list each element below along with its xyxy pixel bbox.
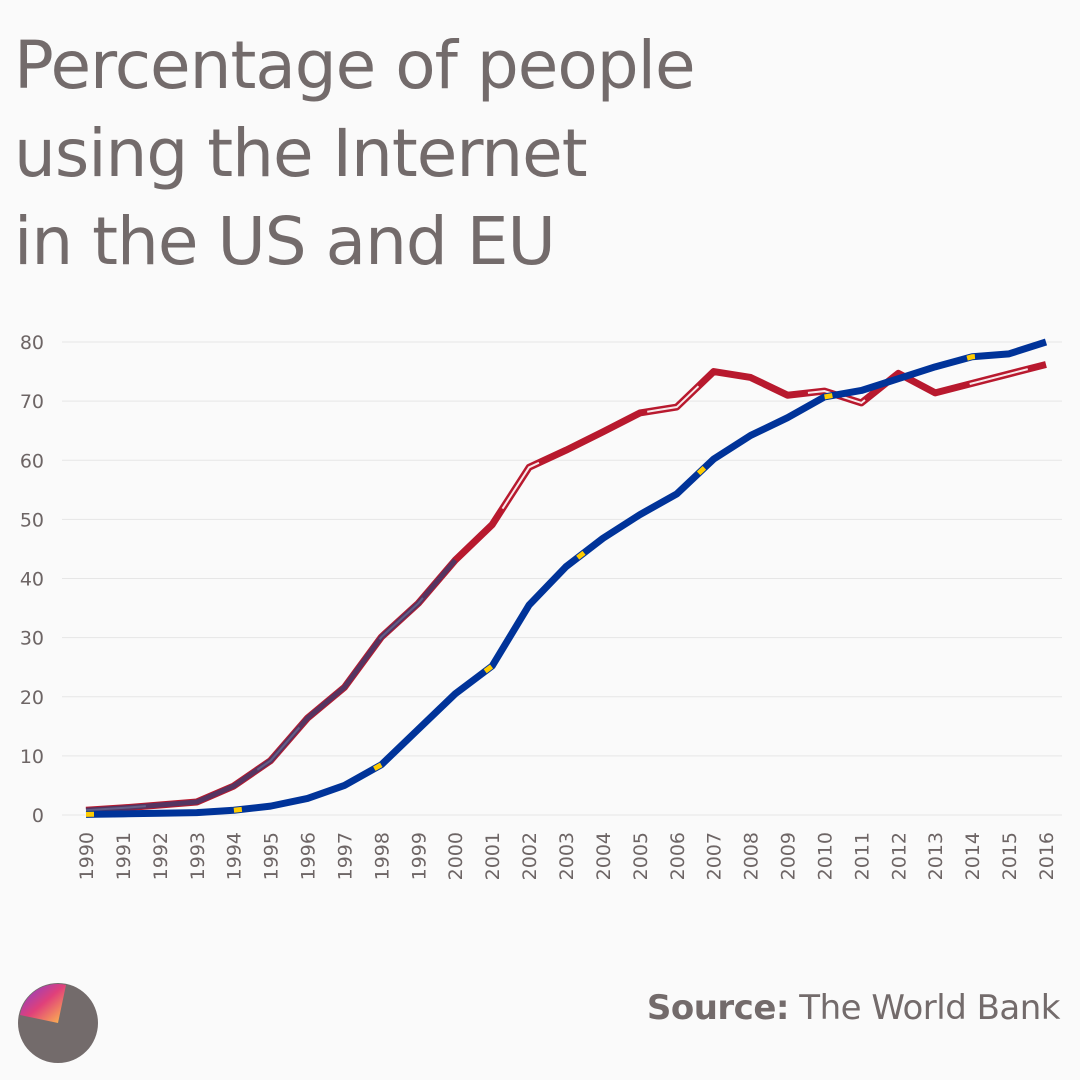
x-tick-label: 2006	[667, 832, 689, 880]
us-line	[85, 361, 1047, 814]
brand-logo	[18, 983, 98, 1063]
x-tick-label: 1998	[371, 832, 393, 880]
x-tick-label: 2000	[445, 832, 467, 880]
x-tick-label: 2010	[814, 832, 836, 880]
us-line-stripe	[85, 363, 1047, 812]
y-tick-label: 0	[32, 805, 44, 827]
source-label: Source:	[646, 988, 790, 1028]
x-tick-label: 2005	[630, 832, 652, 880]
x-tick-label: 2001	[482, 832, 504, 880]
source-value: The World Bank	[789, 988, 1060, 1028]
y-tick-label: 80	[20, 332, 44, 354]
y-tick-label: 50	[20, 509, 44, 531]
x-tick-label: 1997	[334, 832, 356, 880]
x-tick-label: 2016	[1036, 832, 1058, 880]
y-tick-label: 20	[20, 687, 44, 709]
x-tick-label: 2008	[741, 832, 763, 880]
x-tick-label: 2009	[778, 832, 800, 880]
x-tick-label: 2011	[851, 832, 873, 880]
x-tick-label: 1994	[224, 832, 246, 880]
us-line-canton	[85, 558, 458, 813]
x-tick-label: 1990	[76, 832, 98, 880]
x-tick-label: 2004	[593, 832, 615, 880]
x-tick-label: 2003	[556, 832, 578, 880]
x-tick-label: 2014	[962, 832, 984, 880]
x-tick-label: 2002	[519, 832, 541, 880]
x-tick-label: 1992	[150, 832, 172, 880]
source-credit: Source: The World Bank	[646, 988, 1061, 1028]
x-tick-label: 1995	[261, 832, 283, 880]
y-tick-label: 40	[20, 569, 44, 591]
x-tick-label: 1993	[187, 832, 209, 880]
x-tick-label: 2015	[999, 832, 1021, 880]
x-tick-label: 1999	[408, 832, 430, 880]
x-tick-label: 1996	[298, 832, 320, 880]
y-tick-label: 60	[20, 450, 44, 472]
chart-title: Percentage of people using the Internet …	[14, 27, 696, 280]
x-tick-label: 2012	[888, 832, 910, 880]
y-tick-label: 10	[20, 746, 44, 768]
x-tick-label: 2013	[925, 832, 947, 880]
x-tick-label: 2007	[704, 832, 726, 880]
y-tick-label: 70	[20, 391, 44, 413]
x-tick-label: 1991	[113, 832, 135, 880]
eu-line	[85, 338, 1048, 818]
y-tick-label: 30	[20, 628, 44, 650]
